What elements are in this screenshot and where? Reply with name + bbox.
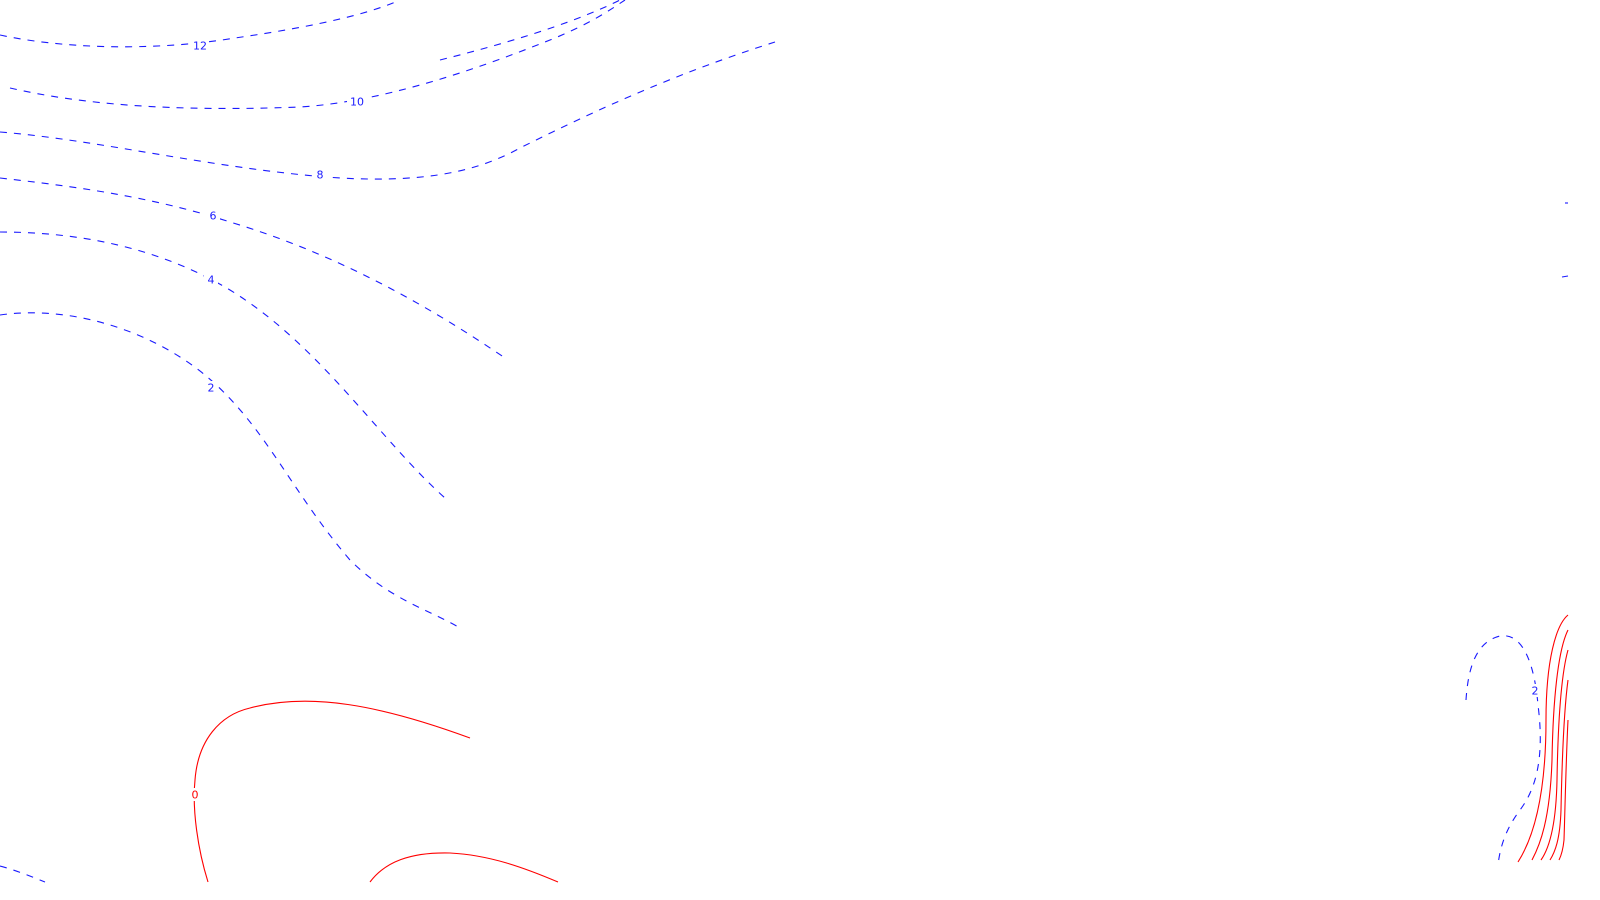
contour-line-red-right-5 [1558,719,1569,861]
contour-label-8: 8 [317,169,324,182]
contour-line-12 [0,0,401,48]
contour-line-12-upper [439,0,621,61]
contour-label-4: 4 [208,274,215,287]
contour-line-0-lower [369,852,559,883]
contour-line-red-right-4 [1549,679,1569,861]
contour-line-red-right-3 [1540,649,1569,861]
contour-line-10 [9,0,626,110]
contour-label-0: 0 [192,789,199,802]
contour-line-bottom-left [0,865,46,883]
contour-label-10: 10 [350,96,364,109]
contour-line-red-right-1 [1517,614,1569,863]
contour-line-8 [0,41,776,180]
contour-label-12: 12 [193,40,207,53]
contour-line-2-right [1465,635,1541,866]
contour-label-6: 6 [210,210,217,223]
contour-line-4 [0,231,446,499]
contour-line-red-right-2 [1531,629,1569,861]
contour-line-6 [0,177,506,359]
contour-label-2-right: 2 [1532,685,1539,698]
contour-line-2 [0,312,461,629]
contour-line-0 [193,700,471,883]
contour-label-2: 2 [208,382,215,395]
contour-edge-tick-bottom [1561,275,1569,278]
